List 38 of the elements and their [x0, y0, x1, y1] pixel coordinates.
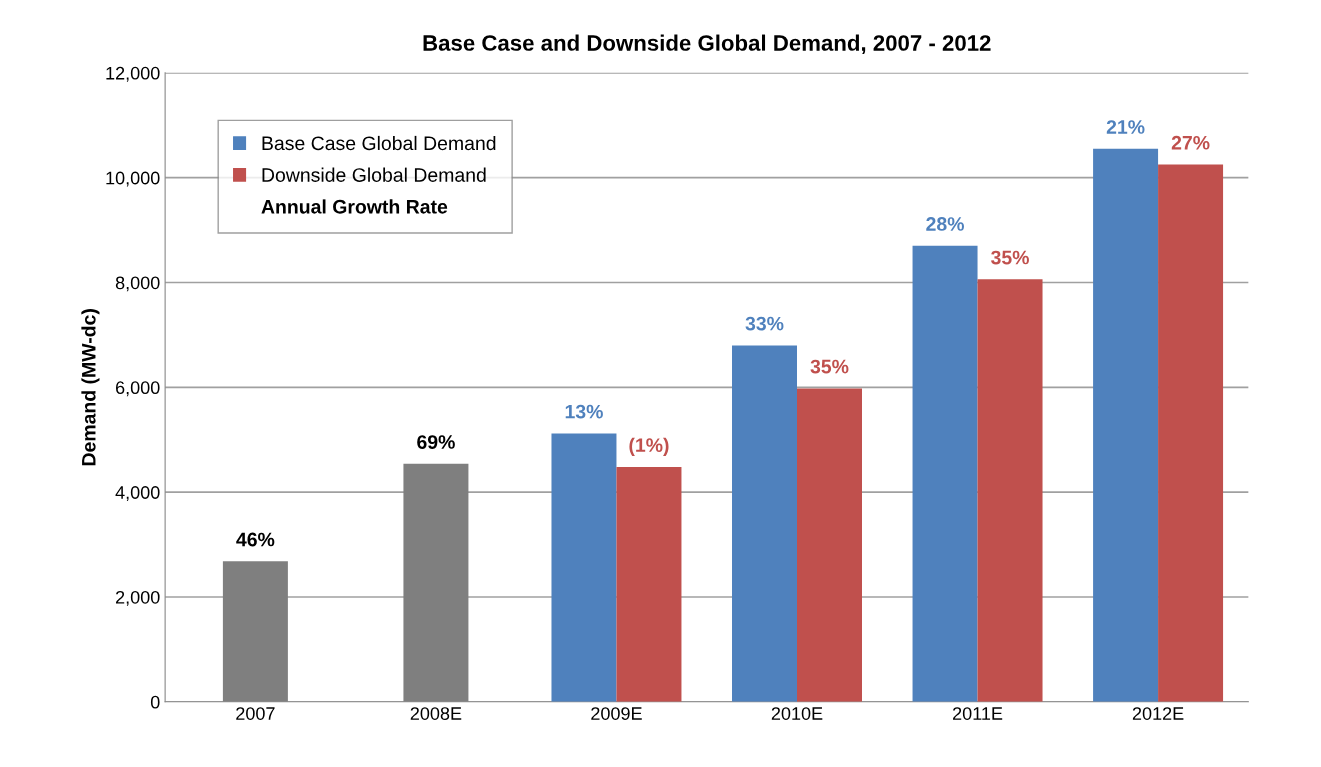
x-tick-label: 2011E	[953, 707, 1003, 720]
legend-label: Base Case Global Demand	[262, 135, 496, 151]
y-tick-label: 4,000	[115, 486, 160, 502]
bar	[616, 467, 682, 702]
y-axis-title: Demand (MW-dc)	[81, 309, 100, 466]
bar	[797, 388, 862, 702]
bar	[732, 345, 797, 702]
y-tick-label: 2,000	[115, 590, 160, 606]
bar	[1093, 148, 1159, 702]
y-tick-label: 12,000	[106, 66, 160, 82]
bar	[912, 245, 978, 702]
x-tick-label: 2007	[236, 707, 275, 720]
x-tick-label: 2012E	[1132, 707, 1184, 720]
annotation: 28%	[926, 217, 964, 231]
annotation: 33%	[745, 316, 784, 331]
x-tick-label: 2010E	[771, 707, 823, 720]
y-tick-label: 8,000	[115, 276, 160, 292]
bar	[222, 561, 288, 702]
annotation: 21%	[1106, 120, 1145, 134]
y-tick-label: 6,000	[116, 381, 160, 397]
x-tick-label: 2008E	[410, 707, 462, 720]
bar	[1158, 164, 1224, 702]
annotation: 46%	[236, 532, 275, 547]
legend-label: Downside Global Demand	[262, 167, 486, 182]
bar	[551, 433, 617, 702]
x-tick-label: 2009E	[591, 707, 642, 720]
annotation: 35%	[991, 250, 1029, 265]
annotation: 69%	[417, 435, 455, 449]
annotation: 13%	[565, 404, 603, 419]
y-tick-label: 0	[150, 695, 160, 709]
annotation: 27%	[1171, 135, 1210, 150]
chart-title: Base Case and Downside Global Demand, 2007 - 2012	[423, 34, 991, 55]
bar	[403, 463, 469, 702]
bar	[977, 279, 1043, 702]
annotation: (1%)	[629, 437, 669, 456]
y-tick-label: 10,000	[106, 171, 160, 187]
legend-title: Annual Growth Rate	[261, 199, 448, 214]
annotation: 35%	[810, 359, 849, 374]
